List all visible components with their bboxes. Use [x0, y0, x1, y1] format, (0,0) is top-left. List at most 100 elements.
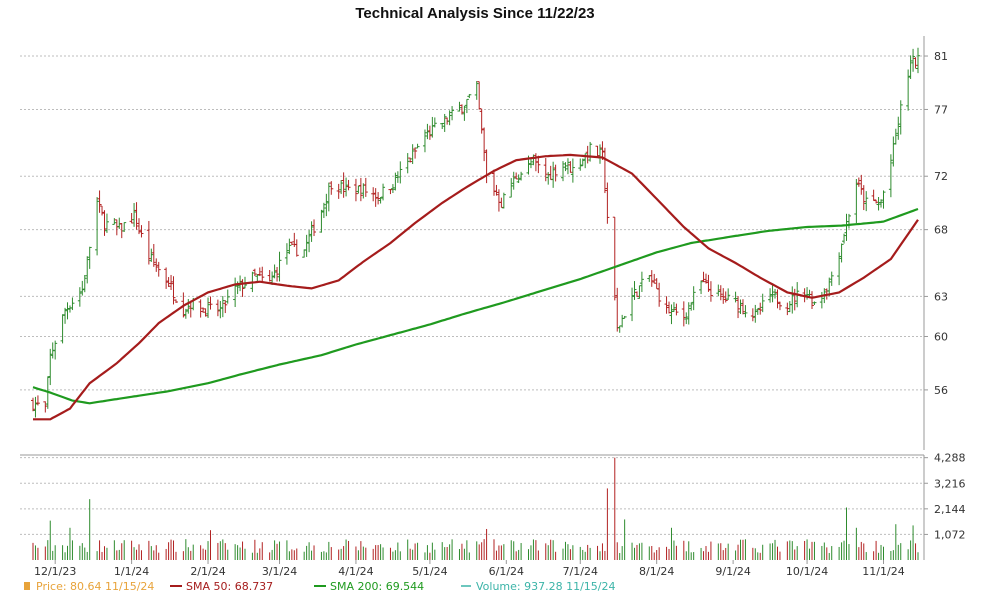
ohlc-bar: [381, 183, 386, 201]
ohlc-bar: [326, 182, 331, 212]
ohlc-bar: [551, 161, 556, 188]
date-tick-label: 4/1/24: [338, 565, 373, 578]
ohlc-bar: [657, 282, 662, 307]
price-tick-label: 56: [934, 384, 948, 397]
date-axis-ticks: 12/1/23 1/1/24 2/1/24 3/1/24 4/1/24 5/1/24 6/1…: [34, 560, 905, 578]
ohlc-bar: [578, 158, 583, 171]
ohlc-bar: [102, 210, 107, 236]
ohlc-bar: [134, 202, 139, 230]
ohlc-bar: [173, 299, 178, 303]
ohlc-bar: [415, 143, 420, 149]
ohlc-bar: [615, 287, 620, 332]
ohlc-bar: [287, 238, 292, 255]
ohlc-bar: [681, 301, 686, 327]
ohlc-bar: [913, 57, 918, 69]
ohlc-bar: [63, 307, 68, 324]
ohlc-bar: [570, 158, 575, 183]
ohlc-bar: [275, 267, 280, 282]
ohlc-bar: [491, 169, 496, 196]
date-tick-label: 3/1/24: [262, 565, 297, 578]
ohlc-bar: [482, 127, 487, 162]
volume-tick-label: 2,144: [934, 503, 966, 516]
ohlc-bar: [585, 145, 590, 164]
ohlc-bar: [336, 183, 341, 199]
volume-tick-label: 3,216: [934, 477, 966, 490]
ohlc-bar: [846, 213, 851, 229]
ohlc-bar: [363, 177, 368, 197]
ohlc-bar: [758, 302, 763, 315]
ohlc-bar: [484, 149, 489, 184]
ohlc-bar: [906, 69, 911, 111]
ohlc-bar: [689, 302, 694, 311]
ohlc-bar: [701, 271, 706, 283]
ohlc-bar: [474, 81, 479, 100]
ohlc-bar: [770, 285, 775, 303]
ohlc-bar: [691, 286, 696, 311]
ohlc-bar: [519, 171, 524, 181]
ohlc-bar: [341, 172, 346, 198]
ohlc-bar: [509, 178, 514, 198]
ohlc-bar: [137, 218, 142, 235]
ohlc-bar: [634, 291, 639, 297]
ohlc-bar: [388, 189, 393, 195]
ohlc-bar: [464, 98, 469, 114]
ohlc-bar: [501, 192, 506, 209]
ohlc-bar: [405, 153, 410, 174]
ohlc-bar: [198, 299, 203, 318]
ohlc-bar: [674, 303, 679, 316]
ohlc-bar: [129, 213, 134, 224]
ohlc-bar: [684, 312, 689, 325]
ohlc-bar: [344, 177, 349, 197]
date-tick-label: 2/1/24: [190, 565, 225, 578]
ohlc-bar: [164, 267, 169, 289]
ohlc-bar: [630, 287, 635, 322]
ohlc-bar: [156, 261, 161, 277]
ohlc-bar: [588, 141, 593, 162]
ohlc-bar: [911, 48, 916, 72]
ohlc-bar: [309, 221, 314, 242]
ohlc-bar: [447, 110, 452, 126]
ohlc-bar: [77, 287, 82, 307]
date-tick-label: 7/1/24: [563, 565, 598, 578]
ohlc-bar: [667, 301, 672, 314]
ohlc-bar: [856, 177, 861, 187]
ohlc-bar: [171, 276, 176, 305]
ohlc-bar: [743, 305, 748, 318]
ohlc-bar: [494, 184, 499, 196]
ohlc-bar: [304, 234, 309, 257]
ohlc-bar: [43, 401, 48, 413]
ohlc-bar: [206, 297, 211, 318]
sma50-line: [33, 153, 919, 421]
ohlc-bar: [339, 180, 344, 195]
ohlc-bar: [753, 304, 758, 323]
ohlc-bar: [844, 213, 849, 241]
ohlc-bar: [792, 288, 797, 311]
ohlc-bar: [233, 277, 238, 308]
ohlc-bar: [319, 209, 324, 233]
ohlc-bar: [809, 291, 814, 309]
ohlc-bar: [595, 145, 600, 158]
ohlc-bar: [457, 101, 462, 112]
ohlc-bar: [699, 280, 704, 295]
ohlc-bar: [760, 293, 765, 313]
ohlc-bar: [398, 161, 403, 184]
ohlc-bar: [413, 147, 418, 159]
ohlc-bar: [218, 300, 223, 319]
price-legend-icon: [24, 582, 30, 590]
ohlc-bar: [361, 183, 366, 199]
ohlc-bar: [450, 106, 455, 121]
ohlc-bar: [186, 299, 191, 314]
ohlc-bar: [459, 104, 464, 115]
ohlc-bar: [257, 267, 262, 277]
ohlc-bar: [408, 157, 413, 163]
ohlc-bar: [553, 164, 558, 182]
ohlc-bar: [908, 55, 913, 80]
ohlc-bar: [723, 291, 728, 303]
ohlc-bar: [220, 296, 225, 318]
ohlc-bar: [649, 270, 654, 287]
ohlc-bar: [183, 308, 188, 319]
ohlc-bar: [703, 273, 708, 284]
ohlc-bar: [208, 296, 213, 310]
ohlc-bar: [859, 174, 864, 195]
